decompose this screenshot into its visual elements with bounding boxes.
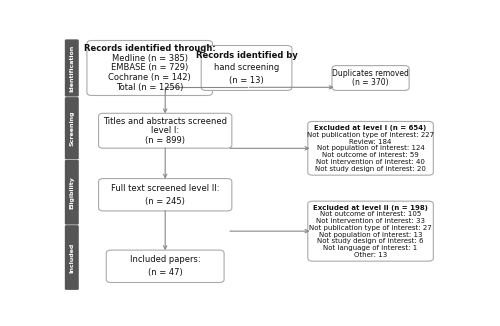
Text: EMBASE (n = 729): EMBASE (n = 729) bbox=[111, 64, 188, 72]
Text: (n = 899): (n = 899) bbox=[145, 136, 185, 145]
Text: hand screening: hand screening bbox=[214, 64, 279, 72]
Text: Records identified through:: Records identified through: bbox=[84, 44, 216, 53]
FancyBboxPatch shape bbox=[201, 46, 292, 90]
FancyBboxPatch shape bbox=[98, 113, 232, 148]
Text: Not study design of interest: 6: Not study design of interest: 6 bbox=[318, 238, 424, 244]
Text: Identification: Identification bbox=[70, 44, 74, 92]
Text: Other: 13: Other: 13 bbox=[354, 252, 387, 258]
FancyBboxPatch shape bbox=[65, 160, 79, 225]
Text: Not outcome of interest: 59: Not outcome of interest: 59 bbox=[322, 152, 419, 158]
Text: level I:: level I: bbox=[151, 126, 179, 135]
Text: Review: 184: Review: 184 bbox=[350, 139, 392, 144]
FancyBboxPatch shape bbox=[65, 225, 79, 290]
Text: Cochrane (n = 142): Cochrane (n = 142) bbox=[108, 73, 191, 82]
FancyBboxPatch shape bbox=[98, 179, 232, 211]
FancyBboxPatch shape bbox=[65, 39, 79, 96]
Text: Medline (n = 385): Medline (n = 385) bbox=[112, 54, 188, 63]
Text: Not study design of interest: 20: Not study design of interest: 20 bbox=[315, 166, 426, 172]
Text: (n = 13): (n = 13) bbox=[229, 77, 264, 85]
Text: Not publication type of interest: 27: Not publication type of interest: 27 bbox=[309, 225, 432, 231]
Text: (n = 245): (n = 245) bbox=[145, 197, 185, 206]
Text: (n = 370): (n = 370) bbox=[352, 78, 389, 87]
Text: (n = 47): (n = 47) bbox=[148, 268, 182, 277]
Text: Not intervention of interest: 33: Not intervention of interest: 33 bbox=[316, 218, 425, 224]
FancyBboxPatch shape bbox=[106, 250, 224, 283]
Text: Eligibility: Eligibility bbox=[70, 176, 74, 209]
FancyBboxPatch shape bbox=[65, 97, 79, 159]
Text: Not publication type of interest: 227: Not publication type of interest: 227 bbox=[307, 132, 434, 138]
FancyBboxPatch shape bbox=[308, 201, 434, 261]
Text: Excluded at level II (n = 198): Excluded at level II (n = 198) bbox=[313, 204, 428, 211]
Text: Included papers:: Included papers: bbox=[130, 255, 200, 264]
Text: Not population of interest: 13: Not population of interest: 13 bbox=[319, 231, 422, 238]
Text: Not population of interest: 124: Not population of interest: 124 bbox=[316, 145, 424, 151]
FancyBboxPatch shape bbox=[308, 122, 434, 175]
Text: Not outcome of interest: 105: Not outcome of interest: 105 bbox=[320, 211, 421, 217]
Text: Excluded at level I (n = 654): Excluded at level I (n = 654) bbox=[314, 125, 426, 131]
Text: Total (n = 1256): Total (n = 1256) bbox=[116, 83, 184, 92]
Text: Not intervention of interest: 40: Not intervention of interest: 40 bbox=[316, 159, 425, 165]
Text: Full text screened level II:: Full text screened level II: bbox=[111, 184, 220, 193]
Text: Included: Included bbox=[70, 243, 74, 273]
FancyBboxPatch shape bbox=[332, 66, 409, 90]
FancyBboxPatch shape bbox=[87, 40, 212, 96]
Text: Duplicates removed: Duplicates removed bbox=[332, 69, 409, 78]
Text: Not language of interest: 1: Not language of interest: 1 bbox=[324, 245, 418, 251]
Text: Screening: Screening bbox=[70, 111, 74, 146]
Text: Titles and abstracts screened: Titles and abstracts screened bbox=[103, 117, 227, 126]
Text: Records identified by: Records identified by bbox=[196, 51, 298, 60]
